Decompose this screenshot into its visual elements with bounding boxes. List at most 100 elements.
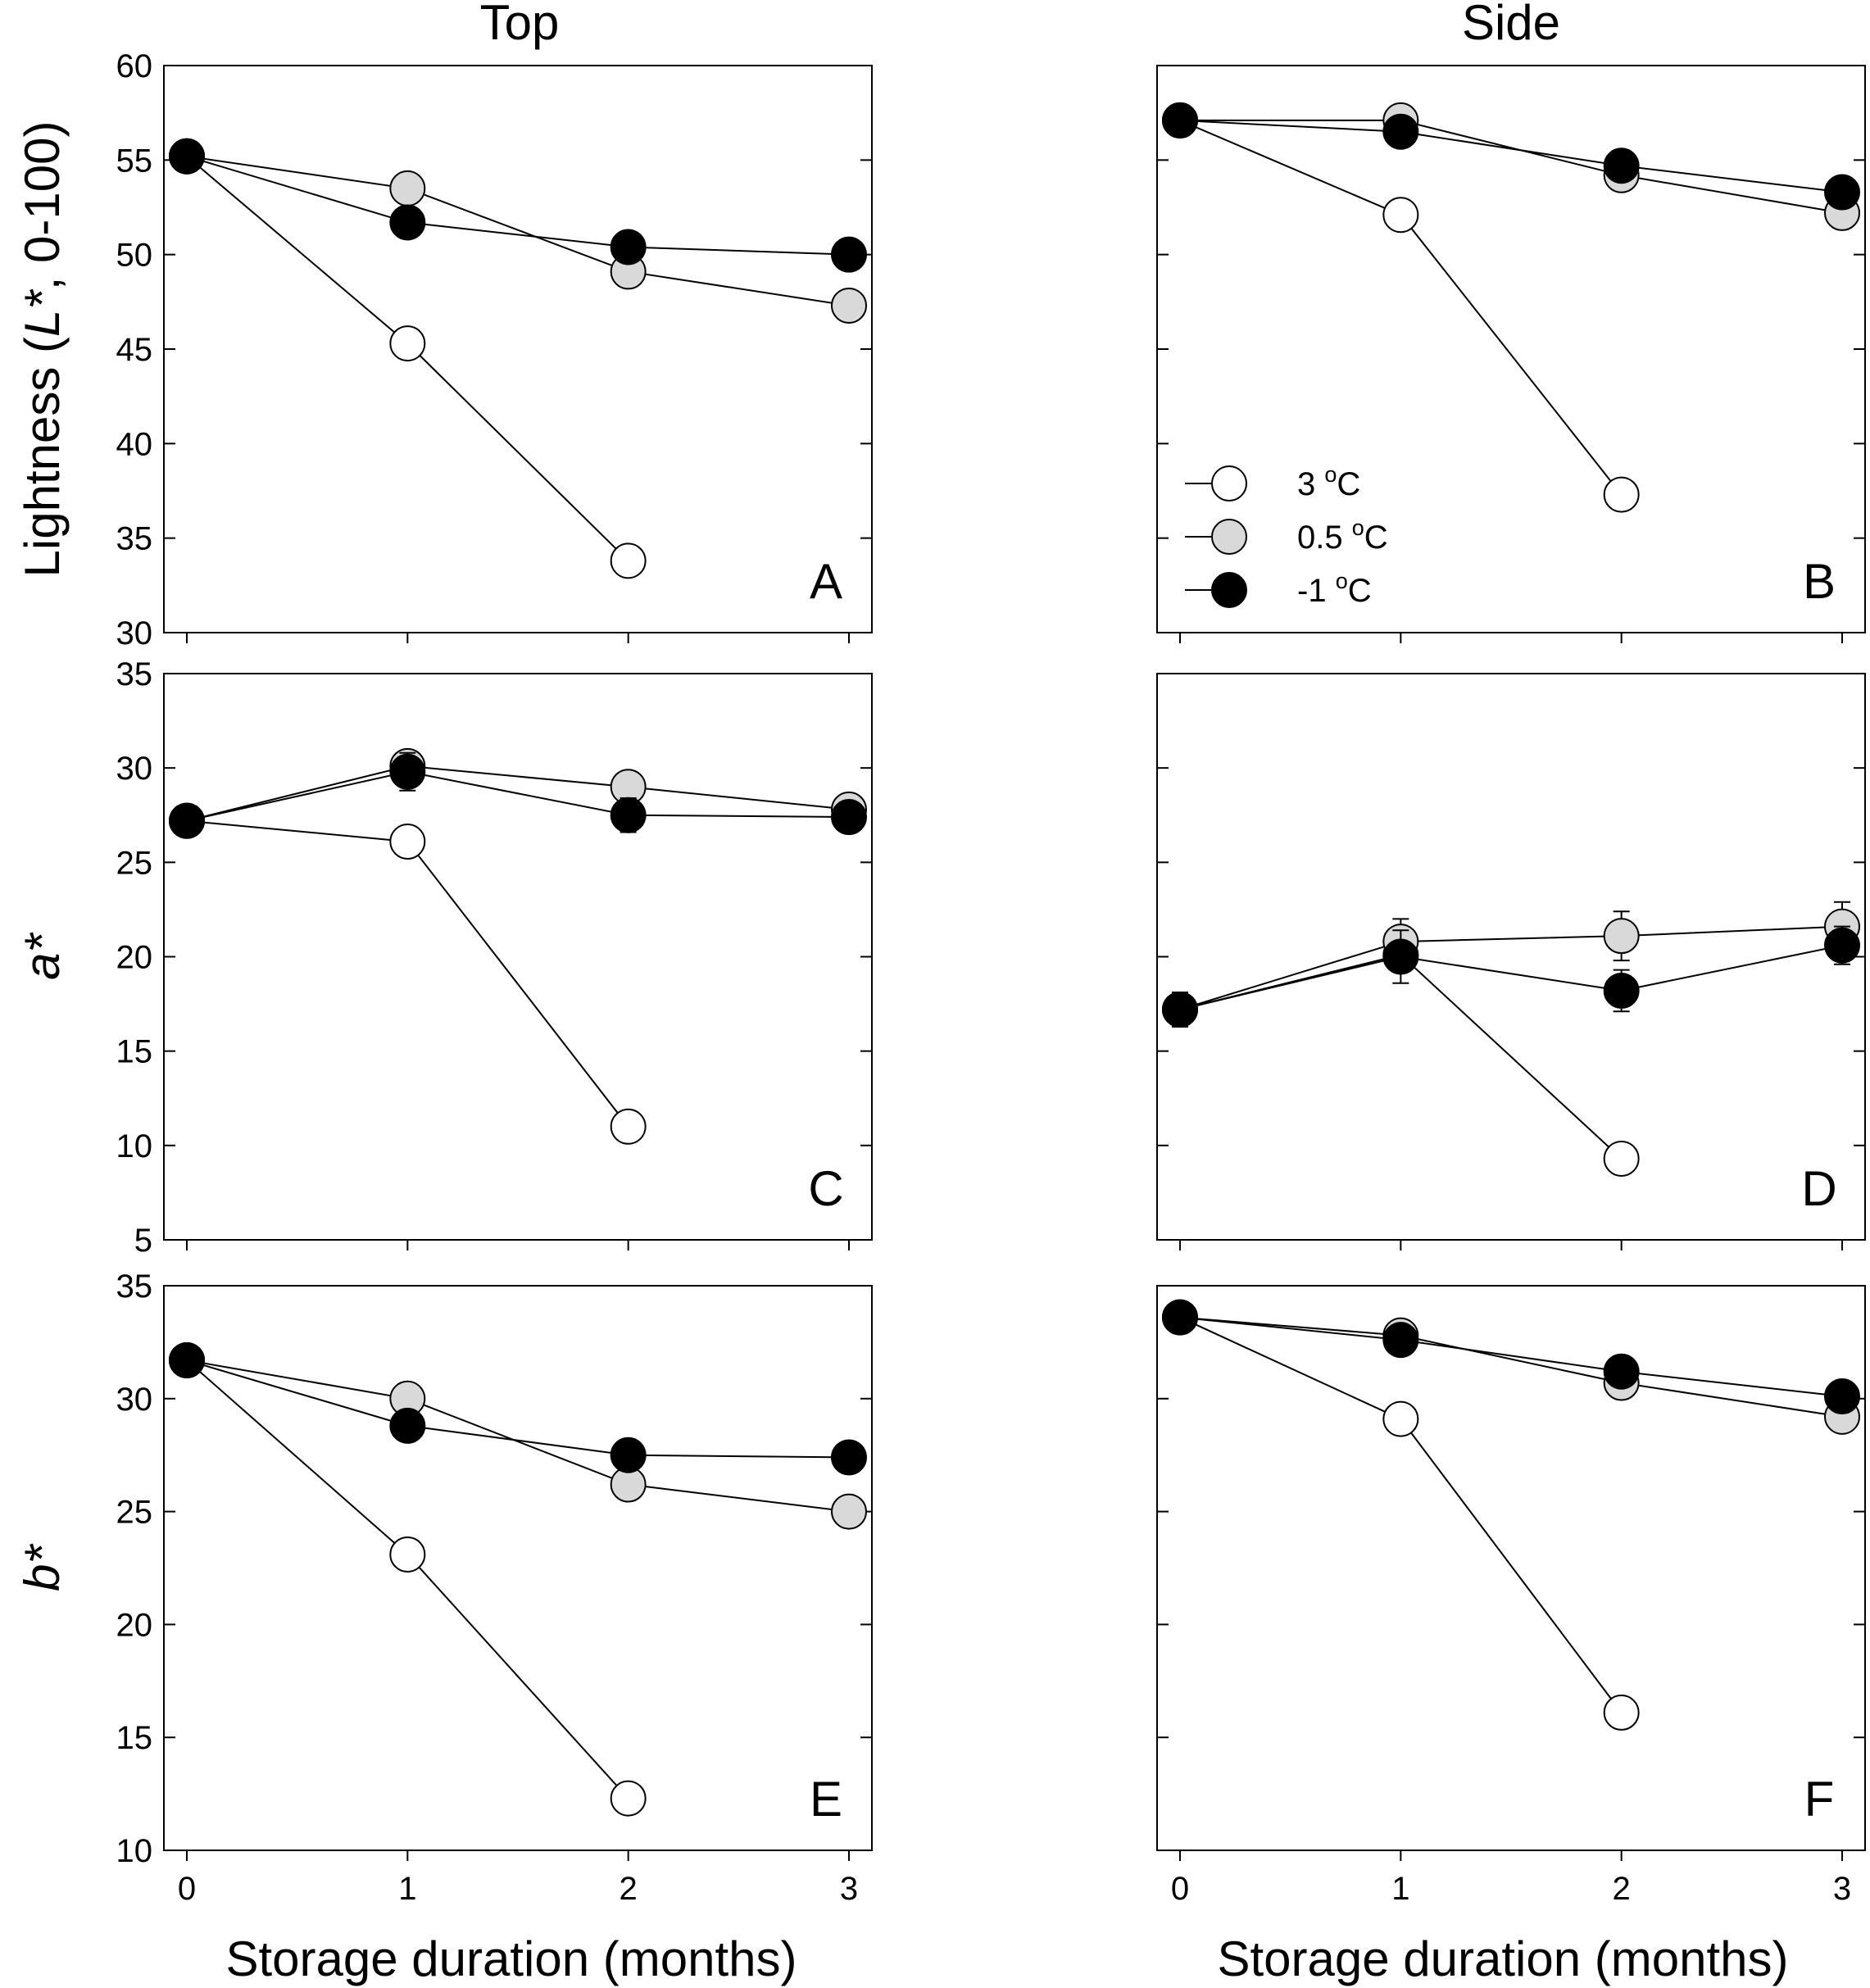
column-title-top: Top [480, 0, 560, 50]
y-tick-label: 45 [116, 332, 153, 368]
y-tick-label: 30 [116, 1382, 153, 1418]
legend-label-degree: o [1336, 569, 1348, 593]
data-point-series-2 [831, 287, 867, 324]
y-axis-title-row-2: a* [15, 932, 70, 979]
series-line-2 [186, 765, 850, 822]
y-tick-label: 55 [116, 143, 153, 179]
y-tick-label: 30 [116, 751, 153, 787]
data-point-series-2 [1603, 918, 1640, 955]
y-axis-title-row-3: b* [15, 1543, 70, 1591]
y-tick-label: 15 [116, 1720, 153, 1756]
data-point-series-3 [1824, 927, 1860, 964]
data-point-series-3 [831, 799, 867, 836]
y-axis-title-text: , 0-100) [15, 121, 70, 291]
panel-d: D [1156, 673, 1866, 1250]
data-point-series-3 [389, 1407, 426, 1444]
panel-a: 30 35 40 45 50 55 60 A [116, 48, 873, 651]
data-point-series-3 [1603, 148, 1640, 184]
y-tick-label: 5 [134, 1223, 152, 1259]
legend-label-degree: o [1324, 462, 1337, 487]
y-tick-label: 25 [116, 1495, 153, 1531]
legend-label-degree: o [1352, 515, 1364, 540]
panel-letter-a: A [810, 554, 842, 609]
data-point-series-3 [1162, 991, 1198, 1028]
series-line-2 [186, 155, 850, 306]
data-point-series-1 [389, 1536, 426, 1573]
data-point-series-3 [389, 753, 426, 790]
y-axis-title-text: Lightness ( [15, 337, 70, 578]
y-tick-label: 25 [116, 845, 153, 881]
x-tick-label: 0 [1171, 1871, 1189, 1907]
data-point-series-3 [389, 204, 426, 241]
data-point-series-1 [610, 1108, 647, 1145]
x-tick-label: 3 [840, 1871, 858, 1907]
y-axis-title-italic: L* [15, 289, 70, 337]
series-line-2 [1180, 119, 1843, 214]
data-point-series-3 [1382, 113, 1419, 150]
series-line-3 [1179, 944, 1843, 1010]
y-tick-label: 15 [116, 1034, 153, 1070]
series-line-3 [186, 155, 850, 256]
panel-e-frame [163, 1285, 873, 1851]
x-axis-title-left: Storage duration (months) [225, 1931, 797, 1986]
panel-letter-f: F [1804, 1772, 1835, 1827]
y-tick-label: 35 [116, 656, 153, 692]
panel-letter-d: D [1801, 1161, 1836, 1216]
series-line-3 [186, 1359, 850, 1459]
data-point-series-3 [1824, 1378, 1860, 1415]
legend-label-value: 3 [1297, 466, 1324, 502]
data-point-series-3 [1162, 102, 1198, 138]
y-tick-label: 20 [116, 1607, 153, 1643]
panel-letter-e: E [810, 1772, 842, 1827]
data-point-series-3 [1603, 972, 1640, 1009]
data-point-series-3 [169, 1341, 205, 1378]
data-point-series-3 [169, 138, 205, 175]
y-tick-label: 10 [116, 1128, 153, 1164]
series-line-1 [1179, 119, 1623, 496]
panel-c-frame [163, 673, 873, 1241]
series-line-2 [1179, 925, 1843, 1010]
panel-e: 10 15 20 25 30 35 0 1 2 3 E [116, 1269, 873, 1907]
legend-label: 3 oC [1297, 462, 1360, 502]
legend-marker [1211, 572, 1247, 608]
panel-letter-b: B [1803, 554, 1836, 609]
panel-b-frame [1156, 65, 1866, 633]
data-point-series-1 [1603, 476, 1640, 513]
legend-label-unit: C [1348, 573, 1372, 609]
legend-label-value: -1 [1297, 573, 1336, 609]
data-point-series-2 [389, 170, 426, 207]
legend-marker [1211, 519, 1247, 555]
y-tick-label: 10 [116, 1833, 153, 1869]
series-line-1 [1179, 954, 1623, 1160]
y-axis-title-row-1: Lightness (L*, 0-100) [15, 121, 70, 578]
panel-d-frame [1156, 673, 1866, 1241]
legend-label: 0.5 oC [1297, 515, 1388, 556]
data-point-series-3 [610, 229, 647, 266]
series-line-3 [1179, 119, 1843, 193]
series-line-3 [186, 770, 850, 822]
panel-a-frame [163, 65, 873, 633]
y-tick-label: 30 [116, 615, 153, 651]
series-line-2 [1179, 1316, 1843, 1418]
data-point-series-3 [1824, 174, 1860, 211]
panel-b: B3 oC0.5 oC-1 oC [1156, 65, 1866, 643]
x-axis-title-right: Storage duration (months) [1217, 1931, 1788, 1986]
legend-marker [1211, 465, 1247, 502]
y-tick-label: 60 [116, 48, 153, 84]
series-line-3 [1179, 1316, 1843, 1398]
data-point-series-3 [831, 236, 867, 273]
data-point-series-3 [1382, 1322, 1419, 1359]
legend-label-value: 0.5 [1297, 520, 1352, 556]
data-point-series-1 [1382, 1400, 1419, 1437]
y-tick-label: 35 [116, 1269, 153, 1305]
data-point-series-3 [831, 1439, 867, 1476]
panel-f-frame [1156, 1285, 1866, 1851]
y-tick-label: 20 [116, 940, 153, 976]
data-point-series-3 [1603, 1353, 1640, 1390]
y-tick-label: 50 [116, 238, 153, 274]
series-line-2 [186, 1359, 850, 1513]
legend-label: -1 oC [1297, 569, 1372, 609]
data-point-series-3 [1162, 1299, 1198, 1336]
x-tick-label: 1 [398, 1871, 416, 1907]
